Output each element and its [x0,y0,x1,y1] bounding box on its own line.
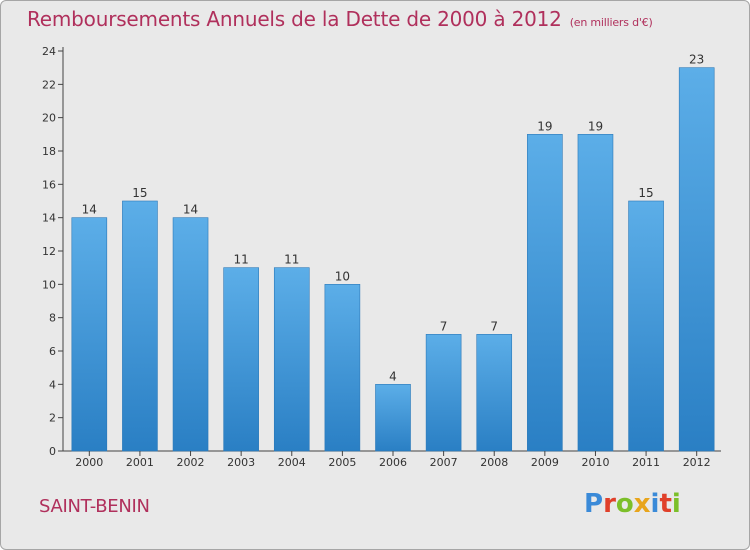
bar-value-label: 14 [82,203,97,217]
bar-value-label: 10 [335,269,350,283]
y-tick-label: 10 [42,278,56,291]
bar-value-label: 19 [537,119,552,133]
x-tick-label: 2009 [531,456,559,469]
y-tick-label: 4 [49,378,56,391]
y-tick-label: 14 [42,212,56,225]
bar-2010 [577,134,614,452]
x-tick-label: 2003 [227,456,255,469]
y-tick-label: 8 [49,312,56,325]
x-tick-label: 2000 [75,456,103,469]
chart-title-unit: (en milliers d'€) [569,16,653,29]
bar-value-label: 15 [638,186,653,200]
bar-2003 [223,267,259,452]
y-tick-label: 0 [49,445,56,458]
logo-letter: r [603,489,616,519]
x-tick-label: 2005 [328,456,356,469]
y-tick-label: 18 [42,145,56,158]
plot-area: 0246810121416182022241420001520011420021… [42,45,721,469]
y-tick-label: 22 [42,78,56,91]
bar-2006 [375,384,411,452]
logo-letter: i [650,489,660,519]
chart-title-text: Remboursements Annuels de la Dette de 20… [27,7,562,31]
bar-2009 [527,134,563,452]
bar-2002 [172,217,209,452]
bar-value-label: 11 [234,253,249,267]
x-tick-label: 2011 [632,456,660,469]
y-tick-label: 24 [42,45,56,58]
bar-value-label: 4 [389,369,397,383]
bar-2005 [324,284,361,452]
logo-letter: t [659,489,672,519]
commune-name: SAINT-BENIN [39,496,150,517]
bar-2011 [628,200,664,452]
logo-letter: o [615,489,634,519]
logo-letter: i [671,489,681,519]
bar-value-label: 19 [588,119,603,133]
bar-value-label: 15 [132,186,147,200]
bar-2001 [122,200,158,452]
bar-value-label: 7 [440,319,448,333]
bar-value-label: 14 [183,203,198,217]
bar-2007 [425,334,462,452]
chart-title: Remboursements Annuels de la Dette de 20… [27,7,653,31]
x-tick-label: 2002 [177,456,205,469]
bar-value-label: 7 [490,319,498,333]
y-tick-label: 6 [49,345,56,358]
x-tick-label: 2010 [581,456,609,469]
y-tick-label: 12 [42,245,56,258]
logo-letter: x [633,489,651,519]
x-tick-label: 2001 [126,456,154,469]
bar-value-label: 11 [284,253,299,267]
y-tick-label: 16 [42,178,56,191]
x-tick-label: 2008 [480,456,508,469]
bar-2000 [71,217,108,452]
x-tick-label: 2006 [379,456,407,469]
bar-2004 [273,267,310,452]
x-tick-label: 2007 [430,456,458,469]
bar-2008 [476,334,513,452]
bar-value-label: 23 [689,53,704,67]
y-tick-label: 20 [42,112,56,125]
y-tick-label: 2 [49,412,56,425]
x-tick-label: 2004 [278,456,306,469]
proxiti-logo: Proxiti [584,489,681,519]
logo-letter: P [584,489,604,519]
x-tick-label: 2012 [683,456,711,469]
bar-2012 [678,67,715,452]
